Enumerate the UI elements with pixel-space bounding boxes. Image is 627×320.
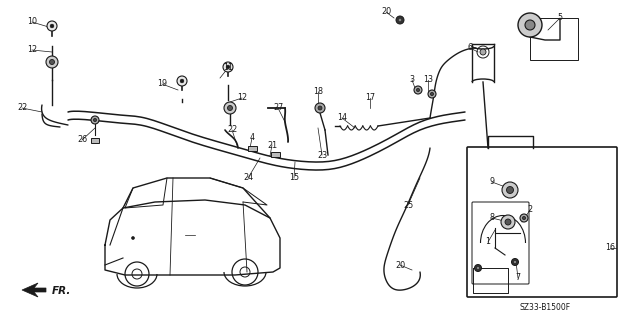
- Text: 17: 17: [365, 93, 375, 102]
- Text: 22: 22: [227, 125, 237, 134]
- Circle shape: [525, 20, 535, 30]
- Circle shape: [228, 106, 233, 110]
- Circle shape: [501, 215, 515, 229]
- Text: 6: 6: [468, 44, 473, 52]
- Text: 8: 8: [490, 213, 495, 222]
- Circle shape: [180, 79, 184, 83]
- Circle shape: [224, 102, 236, 114]
- Circle shape: [477, 267, 480, 269]
- Text: 19: 19: [157, 79, 167, 89]
- Circle shape: [398, 18, 402, 22]
- Circle shape: [46, 56, 58, 68]
- Text: 9: 9: [490, 178, 495, 187]
- Circle shape: [480, 49, 486, 55]
- Text: 24: 24: [243, 173, 253, 182]
- Bar: [248, 146, 256, 150]
- Text: FR.: FR.: [52, 286, 71, 296]
- Text: 3: 3: [409, 76, 414, 84]
- Text: 7: 7: [515, 274, 520, 283]
- Circle shape: [93, 118, 97, 122]
- Text: 18: 18: [313, 87, 323, 97]
- Circle shape: [226, 65, 230, 69]
- Circle shape: [428, 90, 436, 98]
- Text: 2: 2: [527, 205, 532, 214]
- Circle shape: [507, 187, 514, 194]
- Circle shape: [520, 214, 528, 222]
- Text: 1: 1: [485, 237, 490, 246]
- Text: 22: 22: [17, 103, 27, 113]
- Bar: [270, 151, 280, 156]
- Text: 25: 25: [403, 201, 413, 210]
- Circle shape: [518, 13, 542, 37]
- Circle shape: [50, 24, 54, 28]
- Text: 16: 16: [605, 244, 615, 252]
- Circle shape: [475, 265, 482, 271]
- Text: 5: 5: [557, 13, 562, 22]
- Text: 12: 12: [237, 93, 247, 102]
- Bar: [91, 138, 99, 142]
- Text: 23: 23: [317, 150, 327, 159]
- Text: 15: 15: [289, 173, 299, 182]
- Circle shape: [318, 106, 322, 110]
- Circle shape: [223, 62, 233, 72]
- Circle shape: [514, 260, 517, 264]
- Circle shape: [414, 86, 422, 94]
- Polygon shape: [22, 283, 46, 297]
- Circle shape: [177, 76, 187, 86]
- Text: 27: 27: [273, 103, 283, 113]
- Circle shape: [91, 116, 99, 124]
- Circle shape: [416, 88, 419, 92]
- Circle shape: [522, 216, 525, 220]
- Text: 14: 14: [337, 114, 347, 123]
- Text: SZ33-B1500F: SZ33-B1500F: [519, 303, 571, 313]
- Circle shape: [502, 182, 518, 198]
- Text: 20: 20: [395, 260, 405, 269]
- Text: 20: 20: [381, 7, 391, 17]
- Text: 4: 4: [250, 133, 255, 142]
- Text: 21: 21: [267, 140, 277, 149]
- Circle shape: [396, 16, 404, 24]
- Circle shape: [47, 21, 57, 31]
- Circle shape: [505, 219, 511, 225]
- Circle shape: [50, 60, 55, 65]
- Bar: [530, 18, 578, 60]
- Circle shape: [315, 103, 325, 113]
- Circle shape: [132, 236, 135, 239]
- Text: 12: 12: [27, 45, 37, 54]
- Text: 13: 13: [423, 76, 433, 84]
- Circle shape: [512, 259, 519, 266]
- Text: 11: 11: [223, 63, 233, 73]
- Text: 26: 26: [77, 135, 87, 145]
- Circle shape: [430, 92, 434, 96]
- Text: 10: 10: [27, 18, 37, 27]
